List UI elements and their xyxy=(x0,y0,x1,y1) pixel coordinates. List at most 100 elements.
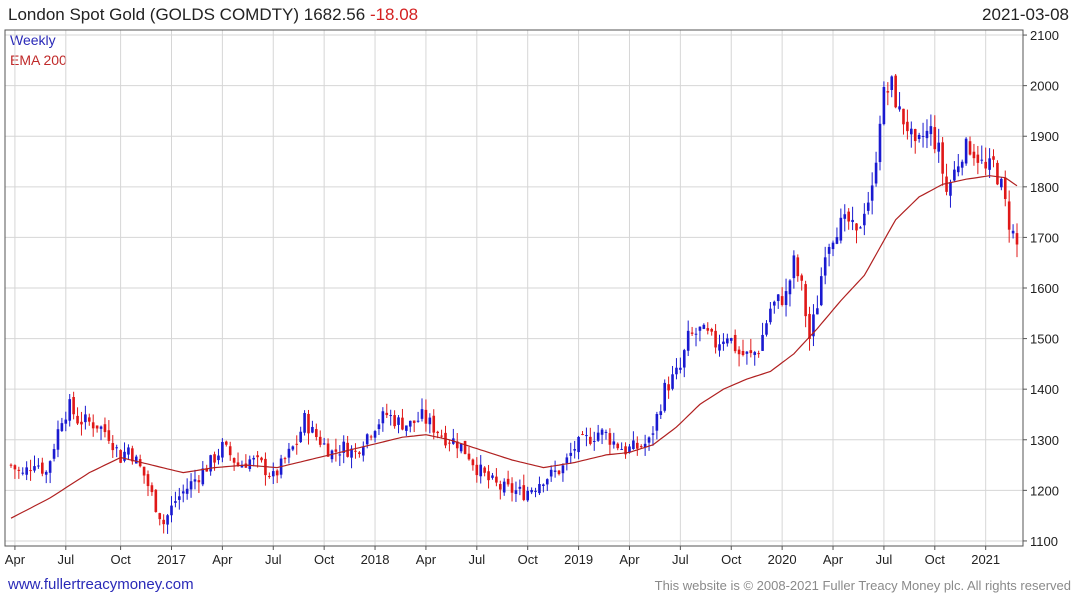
candle-body xyxy=(980,159,984,161)
candle-body xyxy=(667,384,670,391)
candle-body xyxy=(41,462,44,474)
candle-body xyxy=(945,176,948,192)
candle-body xyxy=(737,349,741,355)
candle-body xyxy=(534,490,537,492)
candle-body xyxy=(459,443,463,452)
last-price: 1682.56 xyxy=(303,5,366,24)
candle-body xyxy=(710,328,713,332)
candle-body xyxy=(87,417,91,422)
candle-body xyxy=(303,413,306,433)
candle-body xyxy=(538,484,541,494)
candle-body xyxy=(475,464,479,476)
candle-body xyxy=(581,434,584,436)
candle-body xyxy=(361,447,365,456)
candle-body xyxy=(757,353,760,355)
candle-body xyxy=(671,374,674,389)
candle-body xyxy=(917,134,921,140)
y-tick-label: 1300 xyxy=(1030,433,1059,448)
candle-body xyxy=(389,415,392,417)
candle-body xyxy=(338,454,342,456)
candle-body xyxy=(221,441,224,458)
candle-body xyxy=(424,409,428,424)
candle-body xyxy=(816,308,819,315)
candle-body xyxy=(185,488,189,494)
candle-body xyxy=(549,469,553,477)
x-tick-label: Jul xyxy=(265,552,282,567)
chart-grid xyxy=(5,30,1023,546)
candle-body xyxy=(326,443,330,457)
candles xyxy=(9,73,1019,534)
candle-body xyxy=(831,242,835,250)
candle-body xyxy=(322,443,326,445)
candle-body xyxy=(142,466,146,476)
candle-body xyxy=(698,326,702,331)
candle-body xyxy=(898,106,901,110)
candle-body xyxy=(127,447,130,455)
candle-body xyxy=(162,519,165,525)
candle-body xyxy=(855,223,858,231)
candle-body xyxy=(365,434,369,445)
candle-body xyxy=(706,328,710,331)
candle-body xyxy=(753,352,757,355)
candle-body xyxy=(495,476,498,483)
candle-body xyxy=(573,449,576,451)
candle-body xyxy=(115,447,118,449)
candle-body xyxy=(393,415,396,427)
candle-body xyxy=(64,419,68,424)
candle-body xyxy=(651,433,655,435)
candle-body xyxy=(624,446,627,455)
candle-body xyxy=(968,141,972,155)
copyright-notice: This website is © 2008-2021 Fuller Treac… xyxy=(654,578,1071,593)
candle-body xyxy=(315,429,318,438)
candle-body xyxy=(68,399,72,421)
candle-body xyxy=(99,426,103,429)
candle-body xyxy=(800,275,804,281)
candle-body xyxy=(937,142,941,152)
candle-body xyxy=(260,457,263,461)
candle-body xyxy=(972,151,976,159)
y-tick-label: 1400 xyxy=(1030,382,1059,397)
candle-body xyxy=(886,91,890,93)
candle-body xyxy=(412,420,416,424)
y-tick-label: 1900 xyxy=(1030,129,1059,144)
candle-body xyxy=(506,478,510,485)
candle-body xyxy=(432,415,436,433)
candle-body xyxy=(827,246,831,254)
candle-body xyxy=(769,308,772,323)
candle-body xyxy=(522,485,526,500)
x-tick-label: Jul xyxy=(876,552,893,567)
x-tick-label: Jul xyxy=(469,552,486,567)
candle-body xyxy=(224,441,228,445)
candle-body xyxy=(107,430,111,441)
candle-body xyxy=(287,448,291,458)
candle-body xyxy=(632,440,635,450)
candle-body xyxy=(428,417,432,425)
candle-body xyxy=(722,341,725,344)
candle-body xyxy=(170,505,173,516)
candle-body xyxy=(275,470,279,476)
candle-body xyxy=(639,446,643,448)
candle-body xyxy=(307,413,310,434)
candle-body xyxy=(870,185,874,201)
candle-body xyxy=(463,440,467,455)
candle-body xyxy=(502,481,506,493)
candle-body xyxy=(585,435,588,437)
x-tick-label: Oct xyxy=(518,552,539,567)
candle-body xyxy=(76,415,79,424)
candle-body xyxy=(788,280,792,295)
y-tick-label: 1600 xyxy=(1030,281,1059,296)
site-link[interactable]: www.fullertreacymoney.com xyxy=(8,576,194,593)
candle-body xyxy=(205,468,209,472)
candle-body xyxy=(408,420,412,427)
candle-body xyxy=(514,490,518,494)
candle-body xyxy=(52,449,56,459)
candle-body xyxy=(436,431,439,434)
x-tick-label: 2019 xyxy=(564,552,593,567)
candle-body xyxy=(878,123,882,163)
candle-body xyxy=(960,161,964,168)
candle-body xyxy=(542,484,545,487)
candle-body xyxy=(209,455,212,472)
candle-body xyxy=(334,449,338,452)
candle-body xyxy=(295,443,299,445)
candle-body xyxy=(189,481,193,490)
